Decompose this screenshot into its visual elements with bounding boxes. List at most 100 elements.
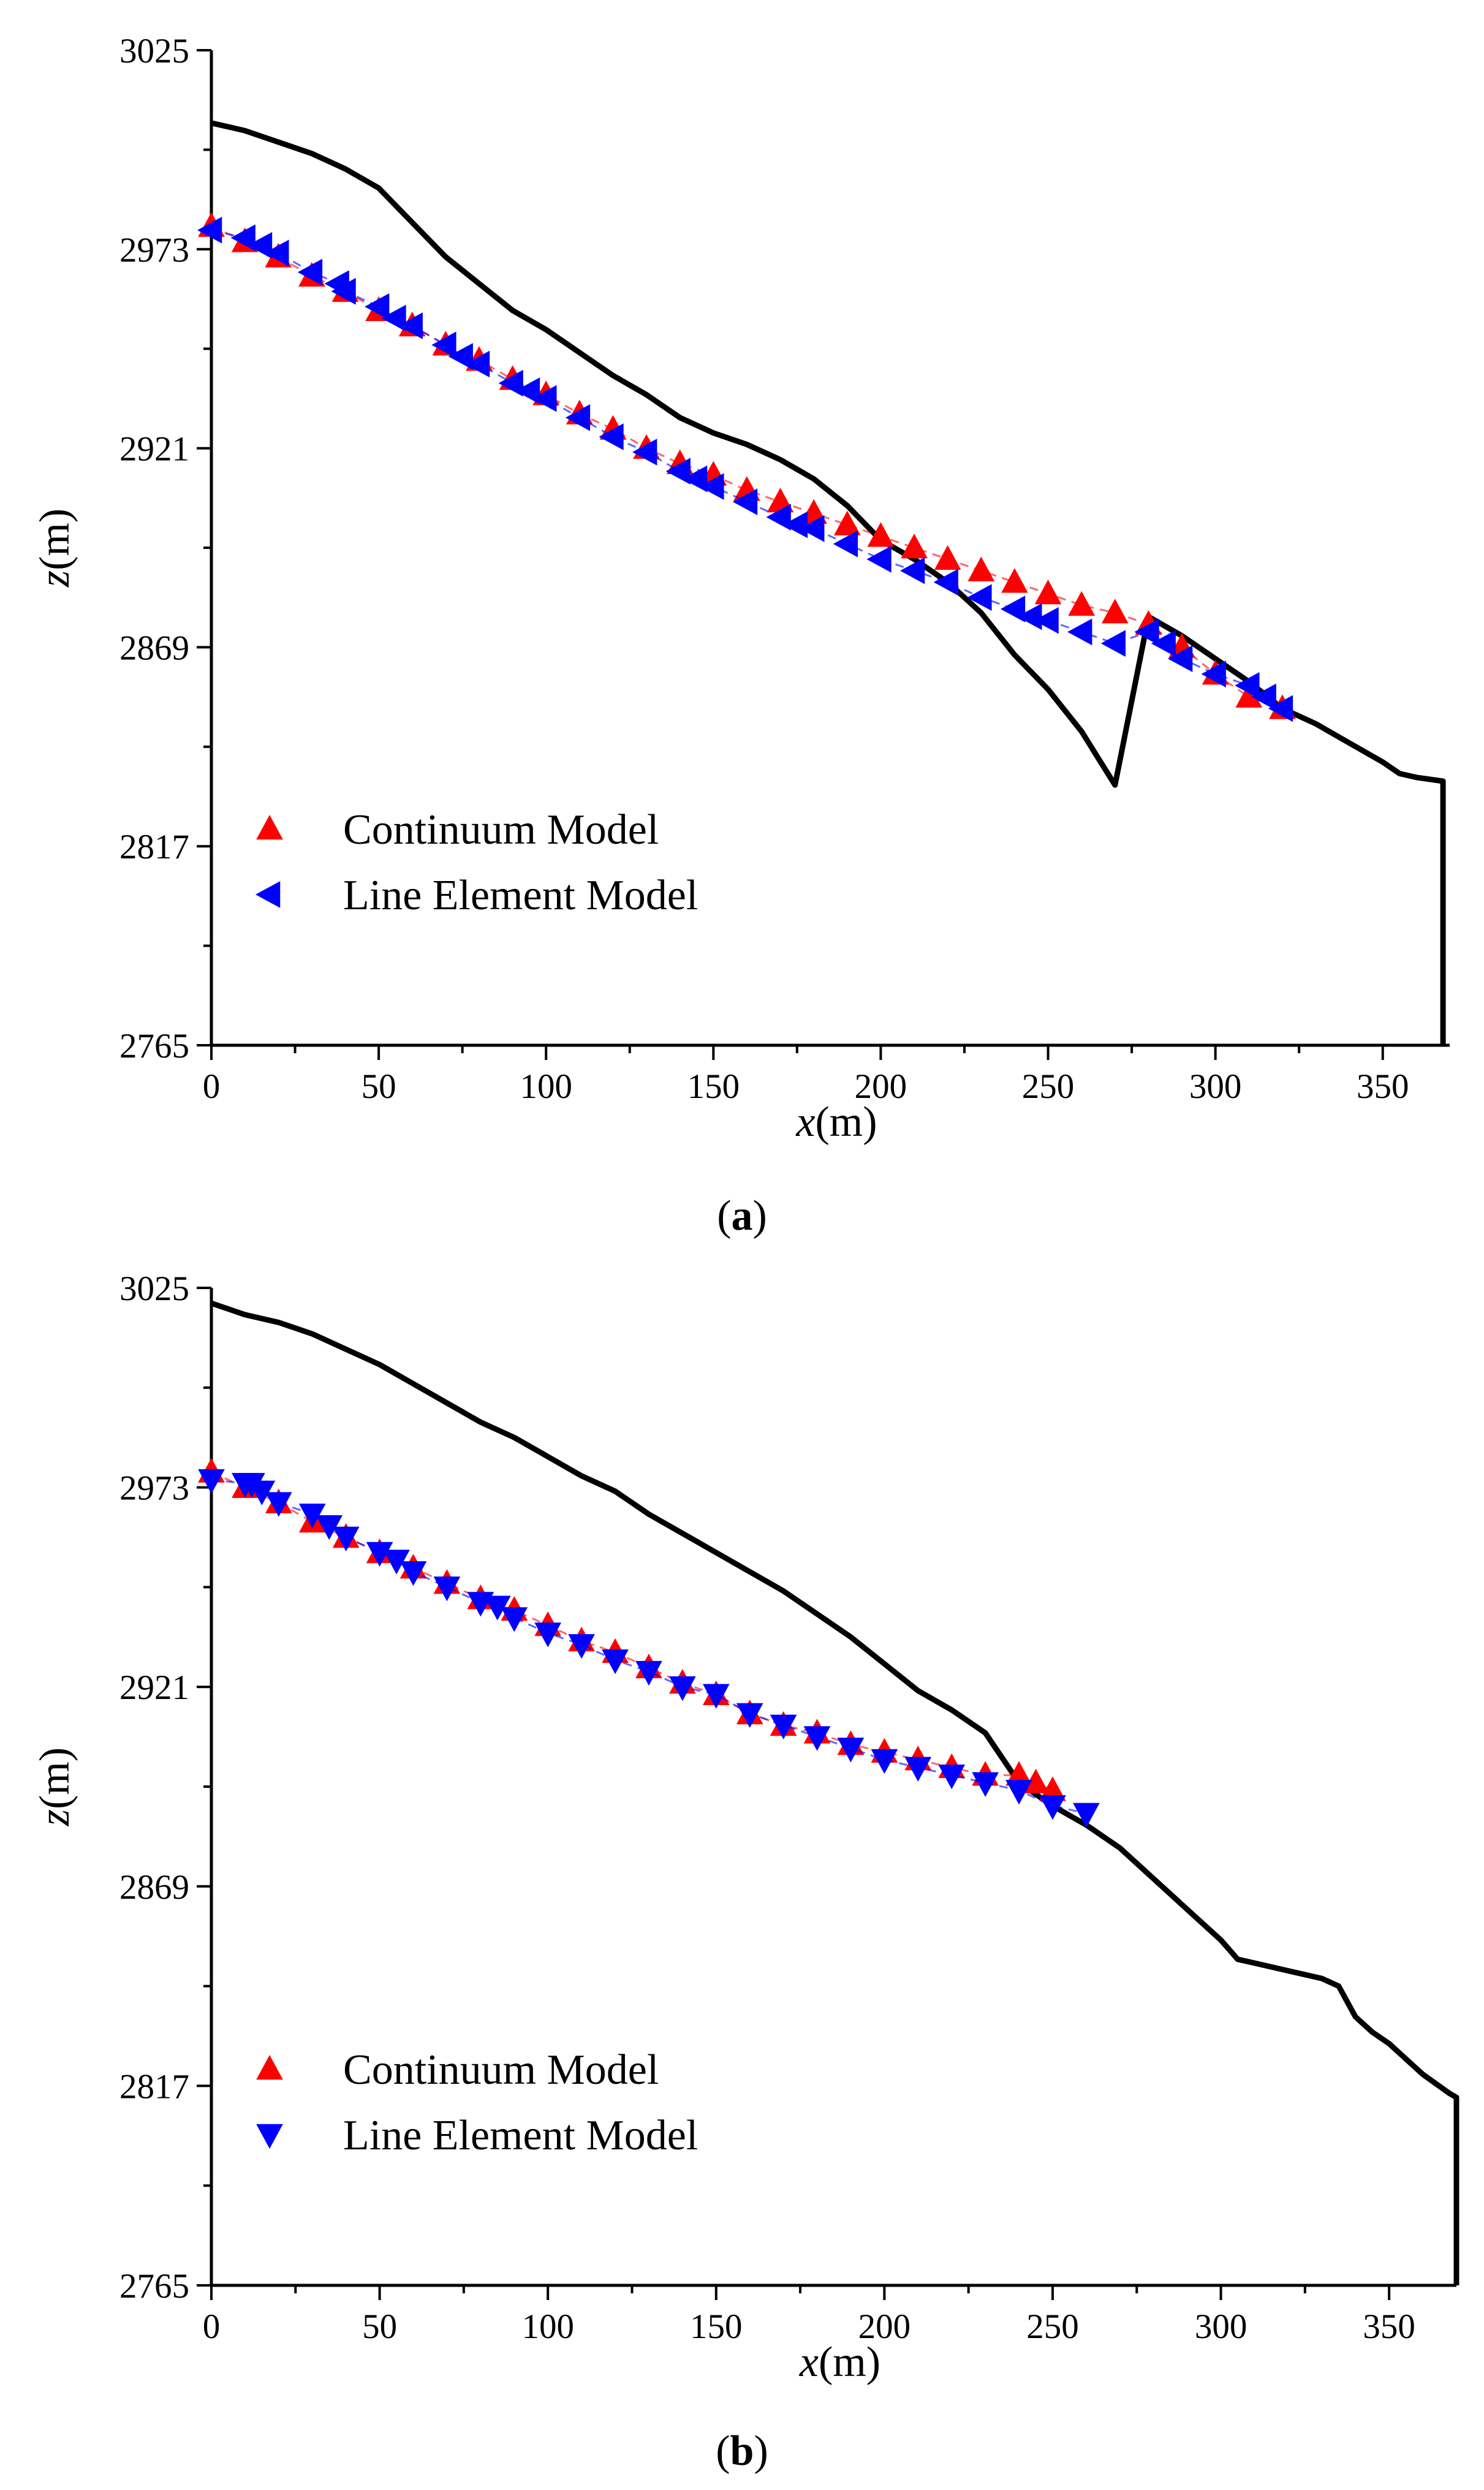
- x-tick-label: 0: [203, 1067, 221, 1106]
- data-point: [381, 305, 406, 332]
- data-point: [1268, 695, 1293, 722]
- chart-panel-b: 0 50 100 150 200 250 300 350 2765 2817 2869 2921 297…: [31, 1270, 1459, 2475]
- data-point: [833, 530, 858, 558]
- data-point: [383, 1550, 410, 1575]
- data-point: [1251, 683, 1276, 711]
- y-tick-label: 3025: [119, 1270, 189, 1308]
- data-point: [1017, 603, 1042, 630]
- panel-label: (b): [716, 2428, 768, 2475]
- y-tick-label: 2765: [119, 1027, 189, 1065]
- data-point: [298, 1504, 326, 1529]
- data-point: [782, 511, 808, 539]
- data-point: [264, 240, 289, 267]
- series-continuum: [198, 212, 1296, 719]
- data-point: [901, 534, 928, 559]
- data-point: [1068, 591, 1096, 616]
- data-point: [1134, 618, 1159, 646]
- y-tick-label: 3025: [119, 32, 189, 70]
- data-point: [967, 584, 992, 611]
- data-point: [431, 331, 456, 358]
- y-tick-label: 2973: [119, 1469, 189, 1508]
- x-tick-label: 350: [1363, 2307, 1415, 2346]
- data-point: [1101, 599, 1129, 624]
- data-point: [1000, 596, 1026, 622]
- data-point: [635, 1660, 662, 1686]
- data-point: [265, 1492, 292, 1517]
- y-axis-label-var: z: [31, 570, 78, 588]
- y-axis-label-unit: (m): [31, 1747, 78, 1809]
- legend: Continuum Model Line Element Model: [256, 2046, 698, 2159]
- data-point: [1100, 630, 1126, 657]
- data-point: [766, 504, 791, 531]
- legend-label: Line Element Model: [343, 872, 698, 919]
- x-tick-label: 300: [1189, 1067, 1242, 1106]
- x-axis-label-unit: (m): [816, 1099, 877, 1146]
- legend-marker: [256, 881, 281, 908]
- data-point: [900, 557, 925, 585]
- surface-line: [210, 1300, 1459, 2285]
- y-axis-label-unit: (m): [31, 509, 78, 570]
- panel-label-close: ): [754, 2428, 768, 2475]
- y-tick-label: 2869: [119, 629, 189, 667]
- data-point: [515, 377, 540, 404]
- data-point: [366, 1542, 393, 1567]
- panel-label-open: (: [717, 1192, 731, 1239]
- y-tick-label: 2817: [119, 828, 189, 866]
- data-point: [197, 216, 222, 244]
- data-point: [297, 259, 323, 286]
- data-point: [669, 1676, 696, 1701]
- data-point: [1001, 568, 1028, 593]
- data-point: [1022, 1768, 1050, 1793]
- data-point: [534, 1622, 562, 1648]
- data-point: [1005, 1761, 1032, 1786]
- data-point: [904, 1757, 932, 1782]
- y-tick-label: 2765: [119, 2267, 189, 2306]
- x-tick-label: 100: [521, 2307, 574, 2346]
- data-point: [1168, 645, 1193, 672]
- y-tick-label: 2921: [119, 430, 189, 469]
- legend: Continuum Model Line Element Model: [256, 806, 698, 919]
- y-tick-label: 2869: [119, 1868, 189, 1907]
- data-point: [632, 438, 657, 466]
- data-point: [967, 556, 995, 581]
- data-point: [248, 1480, 276, 1505]
- x-tick-label: 150: [690, 2307, 743, 2346]
- y-tick-label: 2817: [119, 2067, 189, 2106]
- data-point: [448, 342, 473, 370]
- legend-label: Continuum Model: [343, 806, 659, 853]
- x-tick-label: 200: [855, 1067, 907, 1106]
- axes: 0 50 100 150 200 250 300 350 2765 2817 2869 2921 297…: [31, 1270, 1456, 2386]
- x-axis-label-var: x: [799, 2339, 819, 2386]
- data-point: [736, 1703, 763, 1728]
- y-tick-label: 2921: [119, 1668, 189, 1707]
- data-point: [602, 1649, 629, 1675]
- data-point: [837, 1738, 865, 1763]
- data-point: [568, 1634, 595, 1659]
- data-point: [867, 522, 895, 547]
- legend-marker: [256, 815, 283, 840]
- x-tick-label: 50: [362, 1067, 396, 1106]
- panel-label-letter: a: [732, 1192, 753, 1239]
- data-point: [464, 350, 490, 378]
- series-line-element: [197, 216, 1293, 722]
- y-axis-label: z(m): [31, 1747, 78, 1826]
- data-point: [247, 232, 273, 259]
- surface-line: [210, 120, 1446, 1045]
- data-point: [866, 545, 892, 573]
- data-point: [331, 278, 356, 305]
- y-axis-label: z(m): [31, 509, 78, 588]
- x-tick-label: 0: [203, 2307, 221, 2346]
- data-point: [1235, 683, 1263, 708]
- data-point: [699, 473, 724, 500]
- data-point: [934, 545, 961, 570]
- panel-label: (a): [717, 1192, 767, 1239]
- data-point: [1073, 1803, 1100, 1828]
- series-continuum: [198, 1458, 1066, 1801]
- data-point: [871, 1749, 898, 1774]
- data-point: [1067, 618, 1092, 646]
- data-point: [230, 224, 256, 251]
- series-connector: [211, 225, 1283, 710]
- data-point: [1151, 630, 1176, 657]
- data-point: [702, 1684, 730, 1709]
